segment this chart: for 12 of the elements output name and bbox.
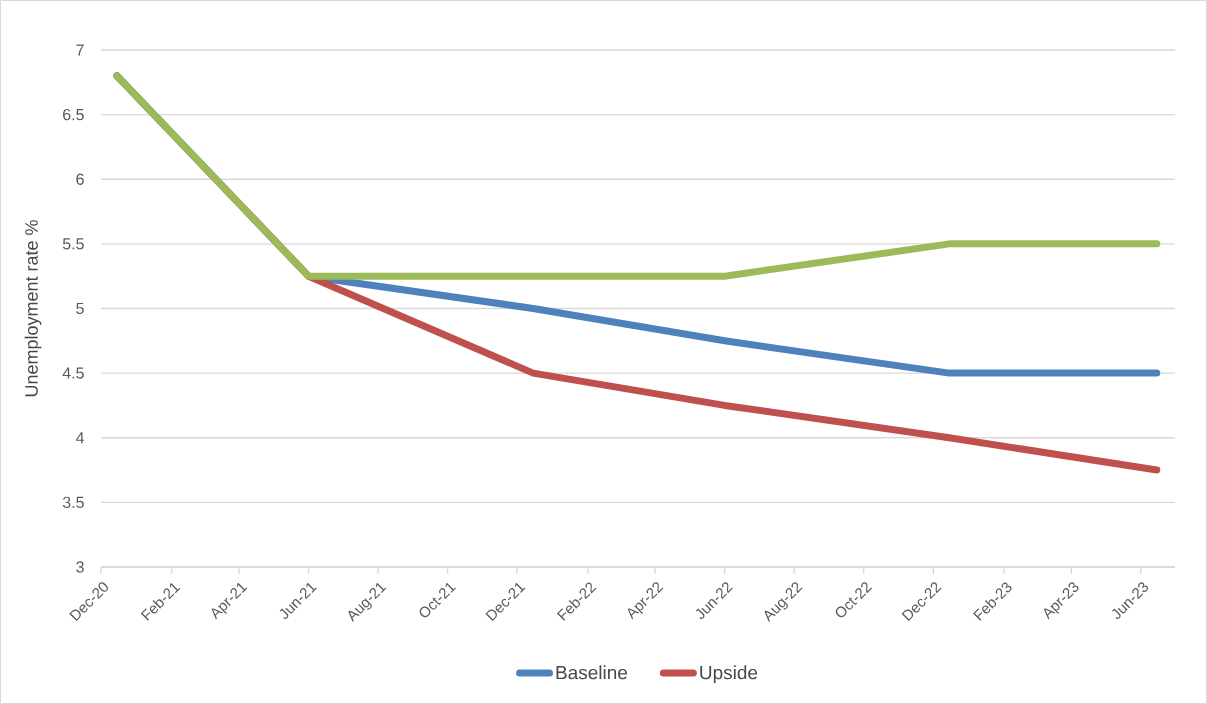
y-tick-label: 5 bbox=[76, 302, 84, 315]
y-tick-label: 5.5 bbox=[62, 238, 84, 250]
legend-label: Baseline bbox=[556, 665, 628, 680]
y-tick-label: 4 bbox=[75, 432, 85, 444]
y-tick-label: 3 bbox=[76, 561, 84, 573]
y-tick-label: 6.5 bbox=[63, 108, 84, 121]
y-tick-label: 3.5 bbox=[62, 496, 84, 509]
y-tick-label: 6 bbox=[76, 173, 84, 185]
y-axis-title: Unemployment rate % bbox=[24, 220, 42, 397]
y-tick-label: 7 bbox=[76, 44, 84, 56]
y-tick-label: 4.5 bbox=[62, 367, 84, 379]
legend-label: Upside bbox=[700, 665, 758, 684]
